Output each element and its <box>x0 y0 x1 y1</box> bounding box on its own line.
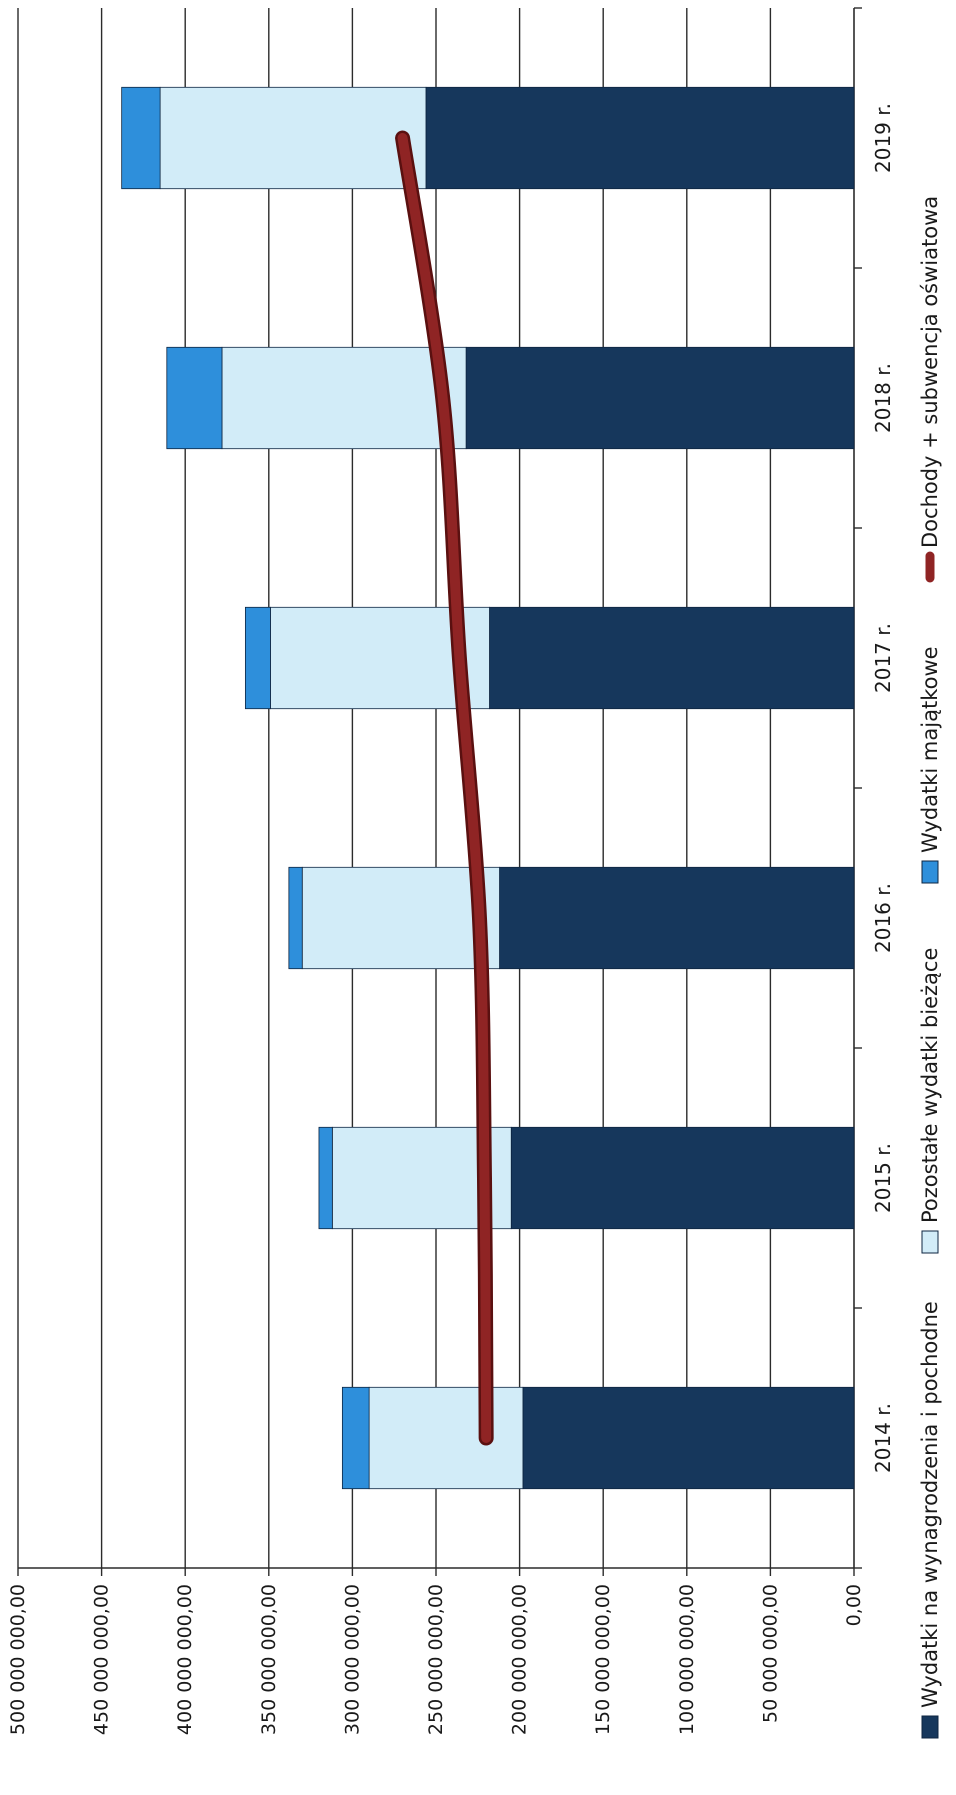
category-label: 2018 r. <box>871 363 895 433</box>
bar-segment <box>245 607 270 708</box>
bar-segment <box>342 1387 369 1488</box>
bar-segment <box>500 867 854 968</box>
value-tick-label: 200 000 000,00 <box>509 1584 531 1735</box>
bar-segment <box>222 347 466 448</box>
legend-label: Wydatki na wynagrodzenia i pochodne <box>918 1301 942 1708</box>
bar-segment <box>319 1127 332 1228</box>
line-point <box>442 398 443 399</box>
value-tick-label: 300 000 000,00 <box>341 1584 363 1735</box>
line-point <box>479 918 480 919</box>
value-tick-label: 350 000 000,00 <box>258 1584 280 1735</box>
legend-swatch <box>922 1716 938 1738</box>
legend-swatch <box>922 861 938 883</box>
bar-segment <box>511 1127 854 1228</box>
bar-segment <box>369 1387 523 1488</box>
category-label: 2014 r. <box>871 1403 895 1473</box>
bar-segment <box>523 1387 854 1488</box>
legend-label: Dochody + subwencja oświatowa <box>918 196 942 548</box>
legend: Wydatki na wynagrodzenia i pochodne Pozos… <box>918 196 942 1738</box>
bar-segment <box>160 87 426 188</box>
category-label: 2019 r. <box>871 103 895 173</box>
value-tick-label: 250 000 000,00 <box>425 1584 447 1735</box>
legend-label: Pozostałe wydatki bieżące <box>918 948 942 1223</box>
value-tick-label: 400 000 000,00 <box>174 1584 196 1735</box>
value-tick-label: 50 000 000,00 <box>759 1584 781 1723</box>
legend-swatch <box>922 1231 938 1253</box>
category-label: 2016 r. <box>871 883 895 953</box>
bar-segment <box>167 347 222 448</box>
value-tick-label: 0,00 <box>843 1584 865 1626</box>
line-point <box>402 138 403 139</box>
value-tick-label: 500 000 000,00 <box>7 1584 29 1735</box>
line-point <box>459 658 460 659</box>
category-label: 2015 r. <box>871 1143 895 1213</box>
bar-segment <box>490 607 854 708</box>
bar-segment <box>122 87 160 188</box>
legend-label: Wydatki majątkowe <box>918 646 942 853</box>
line-point <box>486 1438 487 1439</box>
line-point <box>484 1178 485 1179</box>
value-tick-label: 450 000 000,00 <box>91 1584 113 1735</box>
bar-segment <box>289 867 302 968</box>
value-tick-label: 150 000 000,00 <box>592 1584 614 1735</box>
category-label: 2017 r. <box>871 623 895 693</box>
bar-segment <box>466 347 854 448</box>
value-tick-label: 100 000 000,00 <box>676 1584 698 1735</box>
bar-segment <box>426 87 854 188</box>
